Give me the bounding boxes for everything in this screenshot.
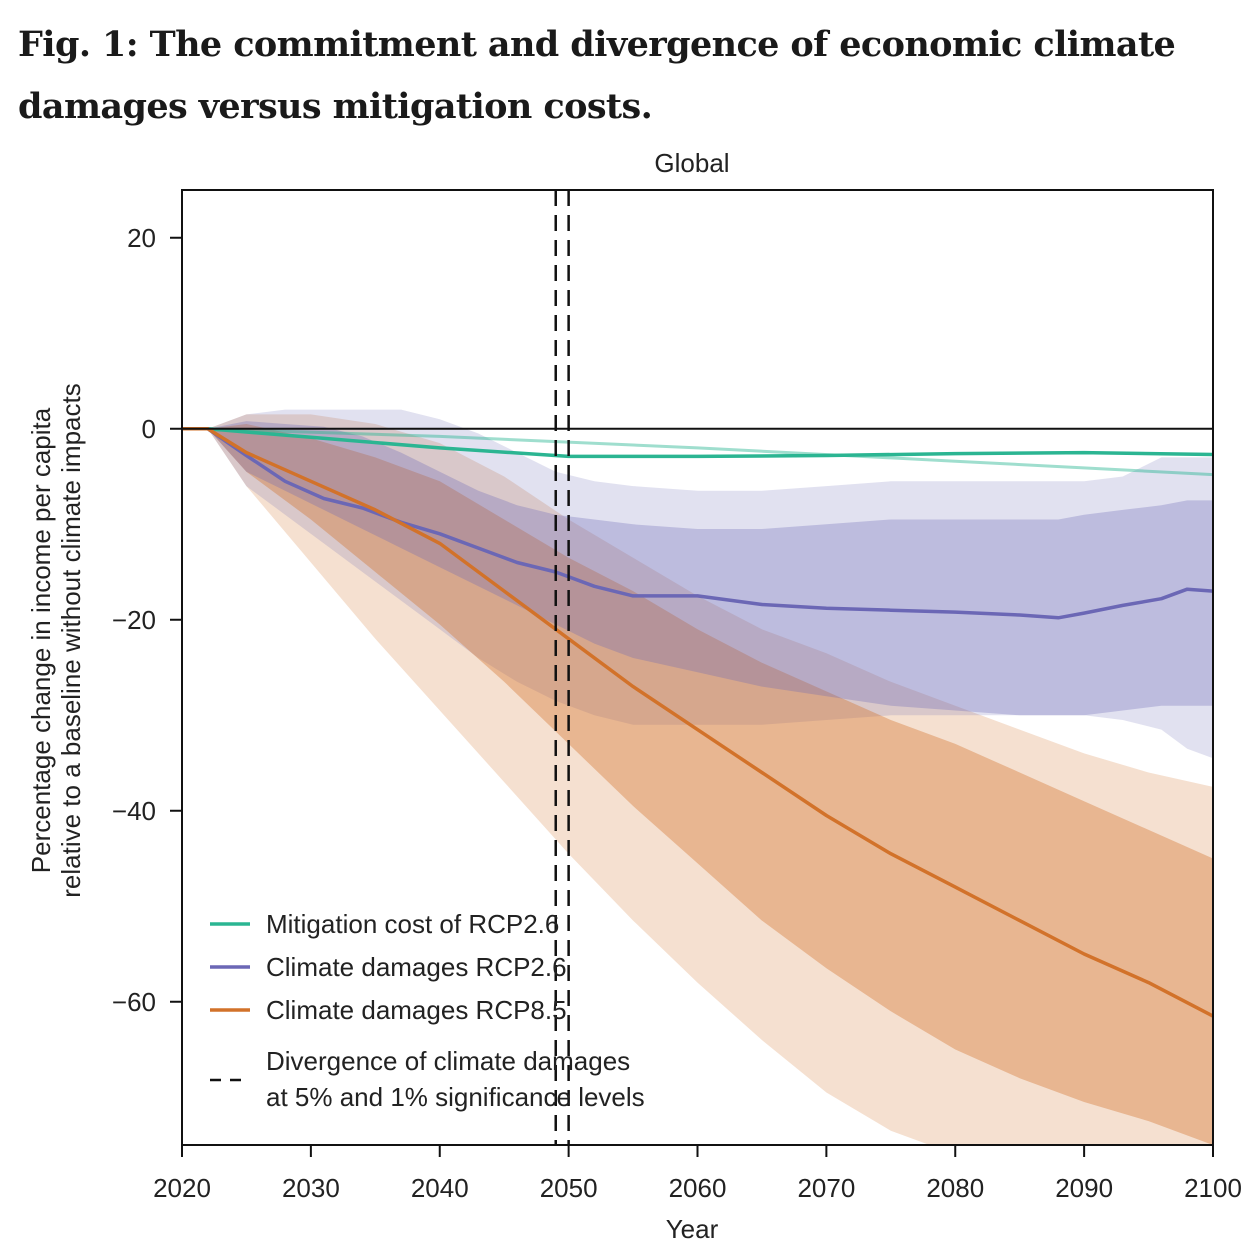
figure-title: Fig. 1: The commitment and divergence of… <box>18 24 1176 127</box>
legend-label-1: Climate damages RCP2.6 <box>266 952 567 982</box>
legend-label-0: Mitigation cost of RCP2.6 <box>266 909 559 939</box>
mitigation-cost-of-rcp2-6-line <box>182 427 1213 459</box>
mitigation-cost-of-rcp2-6-secondary-line <box>207 427 1213 477</box>
climate-damages-rcp2-6-likely-band <box>182 421 1213 716</box>
legend-label-divergence-1: Divergence of climate damages <box>266 1046 630 1076</box>
divergence-lines <box>554 190 570 1145</box>
x-tick-label-2080: 2080 <box>926 1173 984 1203</box>
x-tick-label-2020: 2020 <box>153 1173 211 1203</box>
y-axis-title-line-1: Percentage change in income per capita <box>26 407 56 873</box>
y-axis-title: Percentage change in income per capitare… <box>26 383 86 897</box>
y-tick-label--60: −60 <box>112 987 156 1017</box>
chart-title: Global <box>654 148 729 178</box>
x-tick-label-2040: 2040 <box>411 1173 469 1203</box>
y-tick-label--20: −20 <box>112 605 156 635</box>
legend-label-divergence-2: at 5% and 1% significance levels <box>266 1082 645 1112</box>
climate-damages-rcp8-5-very-likely-band <box>182 414 1213 1145</box>
climate-damages-rcp8-5-line <box>182 427 1213 1018</box>
axes: 2020 2030 2040 2050 2060 2070 2080 2090 2100 20 0 −… <box>112 189 1242 1203</box>
y-tick-label--40: −40 <box>112 796 156 826</box>
y-tick-label-20: 20 <box>127 223 156 253</box>
series-lines <box>182 427 1213 1018</box>
legend-label-2: Climate damages RCP8.5 <box>266 995 567 1025</box>
x-axis-title: Year <box>666 1214 719 1244</box>
x-tick-label-2060: 2060 <box>669 1173 727 1203</box>
y-axis-title-line-2: relative to a baseline without climate i… <box>56 383 86 897</box>
x-tick-label-2100: 2100 <box>1184 1173 1242 1203</box>
climate-damages-rcp8-5-likely-band <box>182 424 1213 1145</box>
x-tick-label-2070: 2070 <box>797 1173 855 1203</box>
x-tick-label-2050: 2050 <box>540 1173 598 1203</box>
y-tick-label-0: 0 <box>142 414 156 444</box>
climate-damages-rcp2-6-very-likely-band <box>182 409 1213 759</box>
legend: Mitigation cost of RCP2.6 Climate damages… <box>210 909 645 1112</box>
x-tick-label-2090: 2090 <box>1055 1173 1113 1203</box>
climate-damages-rcp2-6-line <box>182 427 1213 620</box>
uncertainty-bands <box>182 409 1213 1145</box>
x-tick-label-2030: 2030 <box>282 1173 340 1203</box>
